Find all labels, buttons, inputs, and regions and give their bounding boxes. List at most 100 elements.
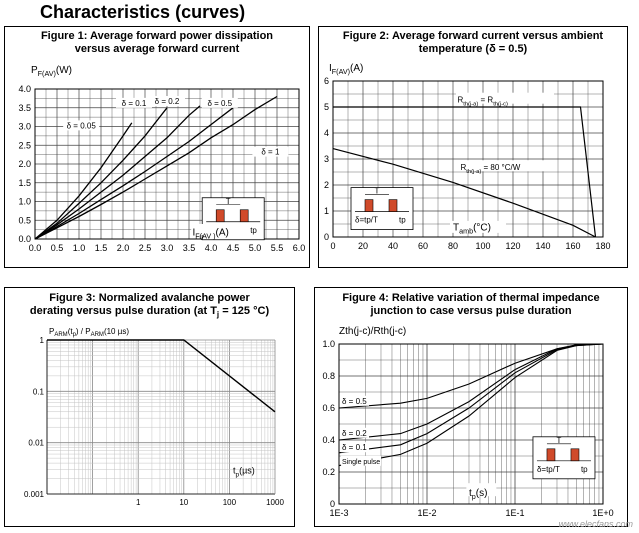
fig2-xtick: 60 <box>418 241 428 251</box>
fig1-series-line <box>34 107 168 240</box>
fig2-series-line <box>333 106 597 238</box>
fig3-derating-line <box>47 339 276 413</box>
fig1-series-line <box>34 107 234 240</box>
fig2-xtick: 40 <box>388 241 398 251</box>
fig4-ytick: 1.0 <box>322 339 335 349</box>
fig2-ytick: 4 <box>324 128 329 138</box>
fig3-xlabel: tp(µs) <box>233 466 255 479</box>
figure-3-panel: Figure 3: Normalized avalanche power der… <box>4 287 295 527</box>
fig4-xtick: 1E-3 <box>329 508 348 518</box>
page-title: Characteristics (curves) <box>40 2 246 22</box>
fig3-xtick: 100 <box>223 498 237 507</box>
figure-3-chart: 1 10 100 1000 1 0.1 0.01 0.001 PARM(tp) / PARM(1… <box>24 327 284 507</box>
fig4-xtick: 1E-2 <box>417 508 436 518</box>
fig4-label-d05-bg <box>341 395 369 406</box>
fig1-xlabel: IF(AV )(A) <box>193 228 229 241</box>
fig1-inset-tp: tp <box>250 226 257 235</box>
fig1-xtick: 0.5 <box>51 243 64 253</box>
fig2-plot-frame <box>332 80 604 238</box>
fig1-label-d01-bg <box>116 97 152 108</box>
fig4-inset-T: T <box>557 436 562 445</box>
fig4-ytick: 0 <box>330 499 335 509</box>
fig4-label-d05: δ = 0.5 <box>342 397 367 406</box>
fig1-ytick: 0.0 <box>18 234 31 244</box>
fig4-label-single-bg <box>341 455 381 466</box>
fig4-ylabel: Zth(j-c)/Rth(j-c) <box>339 326 406 337</box>
fig2-label-b-bg <box>459 160 551 172</box>
fig1-inset-pulse-1 <box>215 209 225 223</box>
figure-2-chart: 0 20 40 60 80 100 120 140 160 180 0 1 2 3 4 5 6IF(AV)(A)… <box>324 63 611 251</box>
fig4-label-d01-bg <box>341 442 369 453</box>
fig3-xtick: 10 <box>179 498 188 507</box>
fig1-label-d005: δ = 0.05 <box>67 121 97 130</box>
fig1-series-line <box>34 105 201 240</box>
fig2-xtick: 100 <box>475 241 490 251</box>
fig4-inset-pulse-1 <box>546 448 556 462</box>
fig2-xlabel-bg <box>450 220 506 233</box>
fig2-inset-T: T <box>375 187 380 196</box>
fig1-inset-pulse-2 <box>239 209 249 223</box>
fig2-inset-delta: δ=tp/T <box>355 216 378 225</box>
fig2-ytick: 2 <box>324 180 329 190</box>
fig2-label-rth-80: Rth(j-a) = 80 °C/W <box>461 163 521 175</box>
fig1-ytick: 3.5 <box>18 103 31 113</box>
fig1-ytick: 3.0 <box>18 122 31 132</box>
figure-3-title: Figure 3: Normalized avalanche power der… <box>29 292 270 320</box>
fig2-inset-tp: tp <box>399 216 406 225</box>
fig1-label-d05-bg <box>201 97 238 108</box>
fig1-xtick: 4.0 <box>205 243 218 253</box>
fig1-ytick: 4.0 <box>18 84 31 94</box>
fig1-series-line <box>34 122 133 240</box>
fig1-inset-T: T <box>226 197 231 206</box>
fig4-label-d02-bg <box>341 427 369 438</box>
fig4-xlabel-bg <box>466 483 497 497</box>
fig4-xlabel: tp(s) <box>469 488 487 501</box>
fig2-series-line <box>332 148 596 238</box>
fig4-inset-delta: δ=tp/T <box>537 465 560 474</box>
fig1-label-d05: δ = 0.5 <box>207 99 232 108</box>
fig1-xtick: 5.5 <box>271 243 284 253</box>
fig2-ytick: 6 <box>324 76 329 86</box>
fig4-label-d02: δ = 0.2 <box>342 429 367 438</box>
fig1-xtick: 2.0 <box>117 243 130 253</box>
fig1-xtick: 2.5 <box>139 243 152 253</box>
fig4-xtick: 1E-1 <box>505 508 524 518</box>
fig3-ylabel: PARM(tp) / PARM(10 µs) <box>49 327 129 338</box>
fig4-inset-pulse-2 <box>570 448 580 462</box>
fig2-xtick: 120 <box>505 241 520 251</box>
figure-4-title: Figure 4: Relative variation of thermal … <box>342 292 600 317</box>
fig4-inset-tp: tp <box>581 465 588 474</box>
fig3-ytick: 0.1 <box>33 387 45 396</box>
fig2-ytick: 1 <box>324 206 329 216</box>
fig1-ytick: 1.5 <box>18 178 31 188</box>
fig1-ytick: 2.0 <box>18 159 31 169</box>
fig1-ytick: 1.0 <box>18 197 31 207</box>
fig1-xtick: 3.0 <box>161 243 174 253</box>
fig3-ytick: 0.001 <box>24 490 45 499</box>
fig2-xtick: 20 <box>358 241 368 251</box>
fig1-label-d02-bg <box>149 96 185 106</box>
fig2-ytick: 3 <box>324 154 329 164</box>
fig2-ytick: 5 <box>324 102 329 112</box>
fig1-xtick: 1.0 <box>73 243 86 253</box>
fig4-ytick: 0.8 <box>322 371 335 381</box>
fig1-plot-frame <box>34 88 300 240</box>
fig1-ytick: 2.5 <box>18 140 31 150</box>
watermark: www.elecfans.com <box>558 519 633 529</box>
fig4-ytick: 0.2 <box>322 467 335 477</box>
fig1-ylabel: PF(AV)(W) <box>31 65 72 78</box>
figure-2-panel: Figure 2: Average forward current versus… <box>318 26 628 268</box>
fig2-label-a-bg <box>456 92 554 104</box>
fig2-xtick: 0 <box>330 241 335 251</box>
fig1-label-d01: δ = 0.1 <box>122 99 147 108</box>
fig2-xtick: 160 <box>565 241 580 251</box>
fig4-xtick: 1E+0 <box>592 508 613 518</box>
fig1-xtick: 3.5 <box>183 243 196 253</box>
fig1-label-d1-bg <box>252 146 289 157</box>
figure-1-title: Figure 1: Average forward power dissipat… <box>40 30 274 55</box>
figure-1-chart: 0.0 0.5 1.0 1.5 2.0 2.5 3.0 3.5 4.0 4.5 5.0 5.5 6.0 0… <box>18 65 305 253</box>
figure-4-panel: Figure 4: Relative variation of thermal … <box>314 287 628 527</box>
figure-2-title: Figure 2: Average forward current versus… <box>342 30 604 55</box>
fig4-ytick: 0.4 <box>322 435 335 445</box>
fig2-xtick: 80 <box>448 241 458 251</box>
